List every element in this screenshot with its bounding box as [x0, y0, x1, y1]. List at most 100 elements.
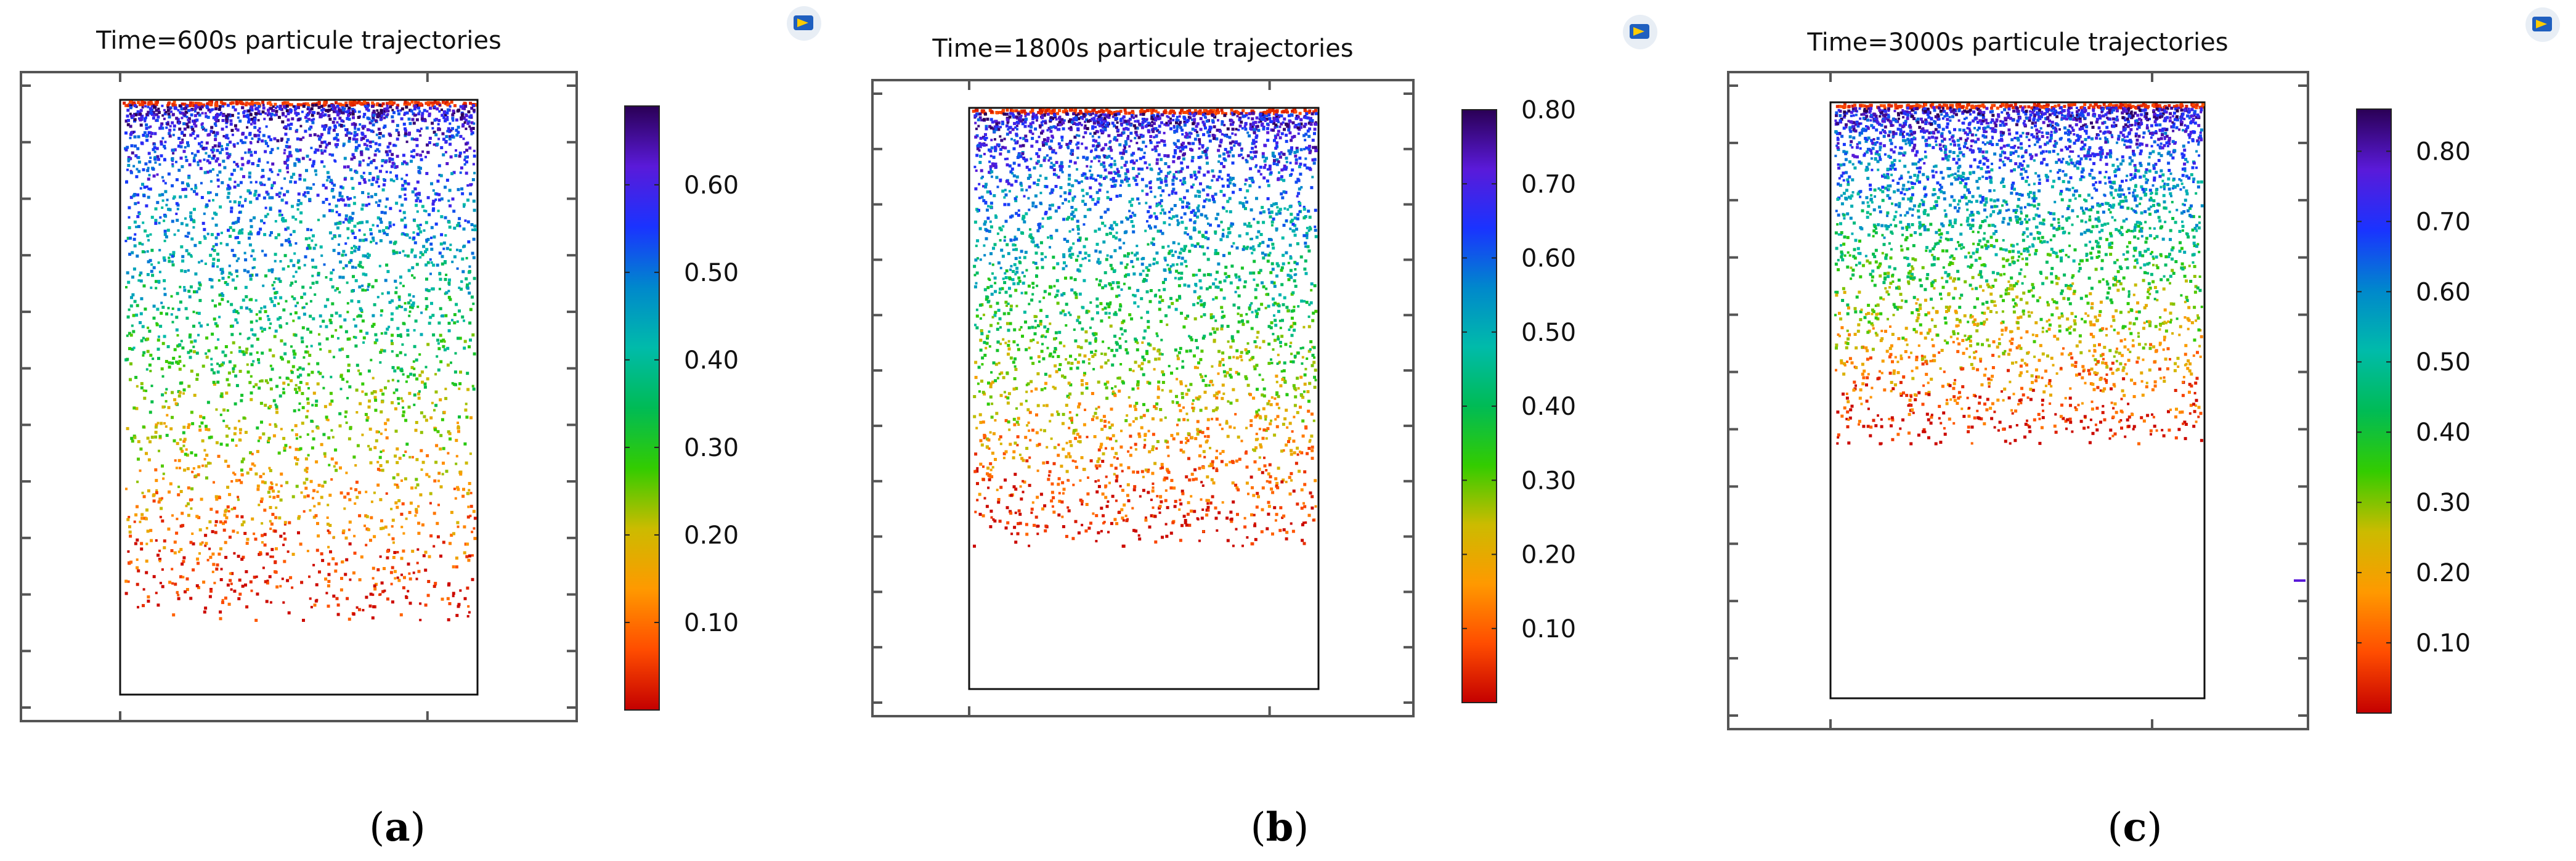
particle — [375, 166, 378, 169]
particle — [255, 313, 258, 316]
particle — [335, 468, 338, 472]
particle — [293, 252, 296, 255]
particle — [234, 473, 237, 476]
particle — [361, 433, 364, 436]
particle — [366, 256, 370, 259]
particle — [154, 425, 158, 429]
particle — [989, 126, 993, 130]
particle — [146, 529, 150, 533]
particle — [466, 515, 470, 519]
particle — [338, 234, 341, 238]
particle — [1262, 221, 1266, 224]
particle — [284, 444, 288, 447]
particle — [314, 104, 318, 107]
particle — [408, 236, 412, 239]
particle — [226, 104, 230, 107]
particle — [190, 507, 193, 510]
particle — [184, 452, 187, 456]
particle — [1012, 113, 1015, 117]
particle — [1192, 409, 1195, 412]
particle — [455, 133, 459, 137]
particle — [1191, 402, 1194, 406]
particle — [438, 198, 441, 202]
particle — [1056, 112, 1059, 115]
particle — [350, 132, 353, 135]
particle — [1124, 348, 1128, 351]
particle — [277, 173, 280, 176]
particle — [396, 366, 400, 370]
particle — [390, 340, 393, 342]
particle — [149, 233, 152, 236]
particle — [268, 327, 271, 330]
particle — [1004, 158, 1007, 161]
particle — [456, 248, 458, 251]
particle — [1010, 183, 1014, 187]
particle — [305, 478, 309, 481]
particle — [1131, 114, 1134, 117]
particle — [407, 269, 411, 272]
geometry-domain — [119, 99, 479, 696]
particle — [327, 545, 330, 549]
particle — [381, 188, 385, 192]
particle — [308, 111, 311, 113]
particle — [1197, 209, 1200, 213]
particle — [154, 219, 158, 222]
particle — [200, 144, 203, 148]
particle — [1302, 325, 1306, 328]
particle — [253, 126, 257, 129]
particle — [269, 151, 273, 154]
particle — [177, 122, 181, 125]
particle — [329, 321, 333, 325]
particle — [409, 299, 412, 302]
particle — [257, 102, 261, 105]
particle — [463, 102, 467, 105]
particle — [412, 301, 415, 305]
particle — [1168, 194, 1171, 197]
particle — [388, 160, 391, 163]
particle — [460, 116, 463, 120]
particle — [375, 439, 378, 443]
particle — [258, 310, 262, 314]
particle — [397, 109, 400, 112]
particle — [367, 253, 371, 257]
particle — [282, 391, 286, 394]
particle — [222, 105, 225, 108]
particle — [364, 254, 367, 258]
particle — [291, 429, 294, 431]
particle — [372, 118, 375, 121]
particle — [311, 274, 314, 277]
particle — [375, 430, 379, 434]
particle — [269, 378, 272, 382]
particle — [473, 277, 476, 280]
particle — [311, 404, 314, 407]
particle — [1036, 324, 1040, 327]
particle — [200, 182, 203, 185]
particle — [446, 115, 449, 118]
colorbar-tick-label: 0.10 — [684, 609, 739, 637]
particle — [408, 391, 412, 395]
particle — [331, 107, 335, 110]
particle — [244, 141, 246, 144]
particle — [233, 186, 237, 189]
particle — [346, 302, 349, 305]
particle — [237, 231, 241, 235]
particle — [1144, 120, 1147, 123]
particle — [397, 304, 401, 308]
particle — [359, 123, 362, 126]
particle — [175, 361, 179, 364]
particle — [458, 337, 462, 340]
particle — [215, 441, 219, 444]
particle — [191, 422, 195, 425]
particle — [185, 504, 188, 507]
particle — [174, 582, 177, 586]
particle — [177, 168, 181, 172]
particle — [1123, 108, 1127, 112]
particle — [365, 105, 369, 108]
particle — [210, 363, 213, 366]
particle — [238, 346, 242, 349]
particle — [432, 189, 435, 192]
particle — [429, 502, 432, 505]
particle — [436, 102, 440, 105]
particle — [1002, 277, 1005, 280]
particle — [454, 383, 457, 386]
